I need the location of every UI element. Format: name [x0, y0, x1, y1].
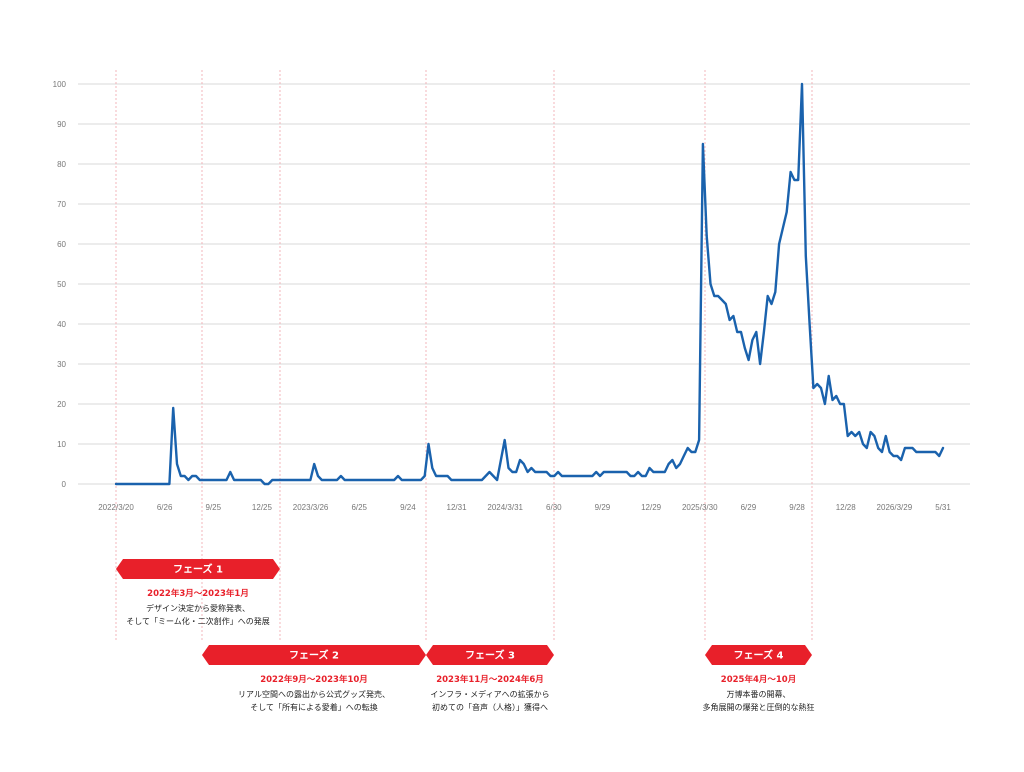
phase-label: フェーズ 4: [734, 649, 784, 662]
phase-description: 多角展開の爆発と圧倒的な熱狂: [703, 702, 815, 712]
phase-description: 万博本番の開幕、: [727, 689, 791, 699]
x-tick-label: 9/29: [595, 503, 611, 512]
phase-label: フェーズ 2: [289, 649, 339, 662]
x-axis-ticks: 2022/3/20 6/26 9/25 12/25 2023/3/26 6/25 9/24 1…: [98, 503, 951, 512]
y-tick-label: 40: [57, 320, 66, 329]
phase-date: 2022年3月～2023年1月: [147, 588, 249, 599]
x-tick-label: 6/25: [351, 503, 367, 512]
x-tick-label: 2022/3/20: [98, 503, 134, 512]
y-gridlines: [78, 83, 970, 485]
x-tick-label: 5/31: [935, 503, 951, 512]
y-tick-label: 70: [57, 200, 66, 209]
y-tick-label: 20: [57, 400, 66, 409]
x-tick-label: 2026/3/29: [877, 503, 913, 512]
phase-description: 初めての「音声（人格）」獲得へ: [432, 702, 548, 712]
y-tick-label: 60: [57, 240, 66, 249]
x-tick-label: 6/29: [741, 503, 757, 512]
x-tick-label: 9/25: [206, 503, 222, 512]
phase-banner: [202, 645, 426, 665]
series-layer: [114, 82, 945, 486]
x-tick-label: 9/24: [400, 503, 416, 512]
y-tick-label: 0: [62, 480, 67, 489]
y-tick-label: 50: [57, 280, 66, 289]
phase-description: そして「所有による愛着」への転換: [250, 702, 378, 712]
x-tick-label: 2023/3/26: [293, 503, 329, 512]
y-tick-label: 30: [57, 360, 66, 369]
x-tick-label: 9/28: [789, 503, 805, 512]
x-tick-label: 6/30: [546, 503, 562, 512]
phase-description: インフラ・メディアへの拡張から: [430, 689, 549, 699]
x-tick-label: 6/26: [157, 503, 173, 512]
phase-description: リアル空間への露出から公式グッズ発売、: [238, 689, 390, 699]
phase-annotations: フェーズ 1 2022年3月～2023年1月デザイン決定から愛称発表、そして「ミー…: [116, 559, 815, 712]
x-tick-label: 2025/3/30: [682, 503, 718, 512]
phase-date: 2023年11月～2024年6月: [436, 674, 544, 685]
phase-boundary-lines: [115, 70, 813, 640]
x-tick-label: 12/28: [836, 503, 857, 512]
phase-banner: [116, 559, 280, 579]
y-tick-label: 90: [57, 120, 66, 129]
x-tick-label: 2024/3/31: [487, 503, 523, 512]
y-tick-label: 100: [53, 80, 67, 89]
y-tick-label: 80: [57, 160, 66, 169]
phase-label: フェーズ 3: [465, 649, 515, 662]
series-line: [114, 82, 945, 486]
phase-label: フェーズ 1: [173, 563, 223, 576]
phase-date: 2025年4月～10月: [721, 674, 796, 685]
y-axis-ticks: 0 10 20 30 40 50 60 70 80 90 100: [53, 80, 67, 489]
phase-description: デザイン決定から愛称発表、: [146, 603, 250, 613]
phase-banner: [426, 645, 554, 665]
phase-description: そして「ミーム化・二次創作」への発展: [126, 616, 270, 626]
phase-date: 2022年9月～2023年10月: [260, 674, 368, 685]
x-tick-label: 12/29: [641, 503, 662, 512]
phase-banner: [705, 645, 812, 665]
x-tick-label: 12/25: [252, 503, 273, 512]
y-tick-label: 10: [57, 440, 66, 449]
x-tick-label: 12/31: [447, 503, 468, 512]
